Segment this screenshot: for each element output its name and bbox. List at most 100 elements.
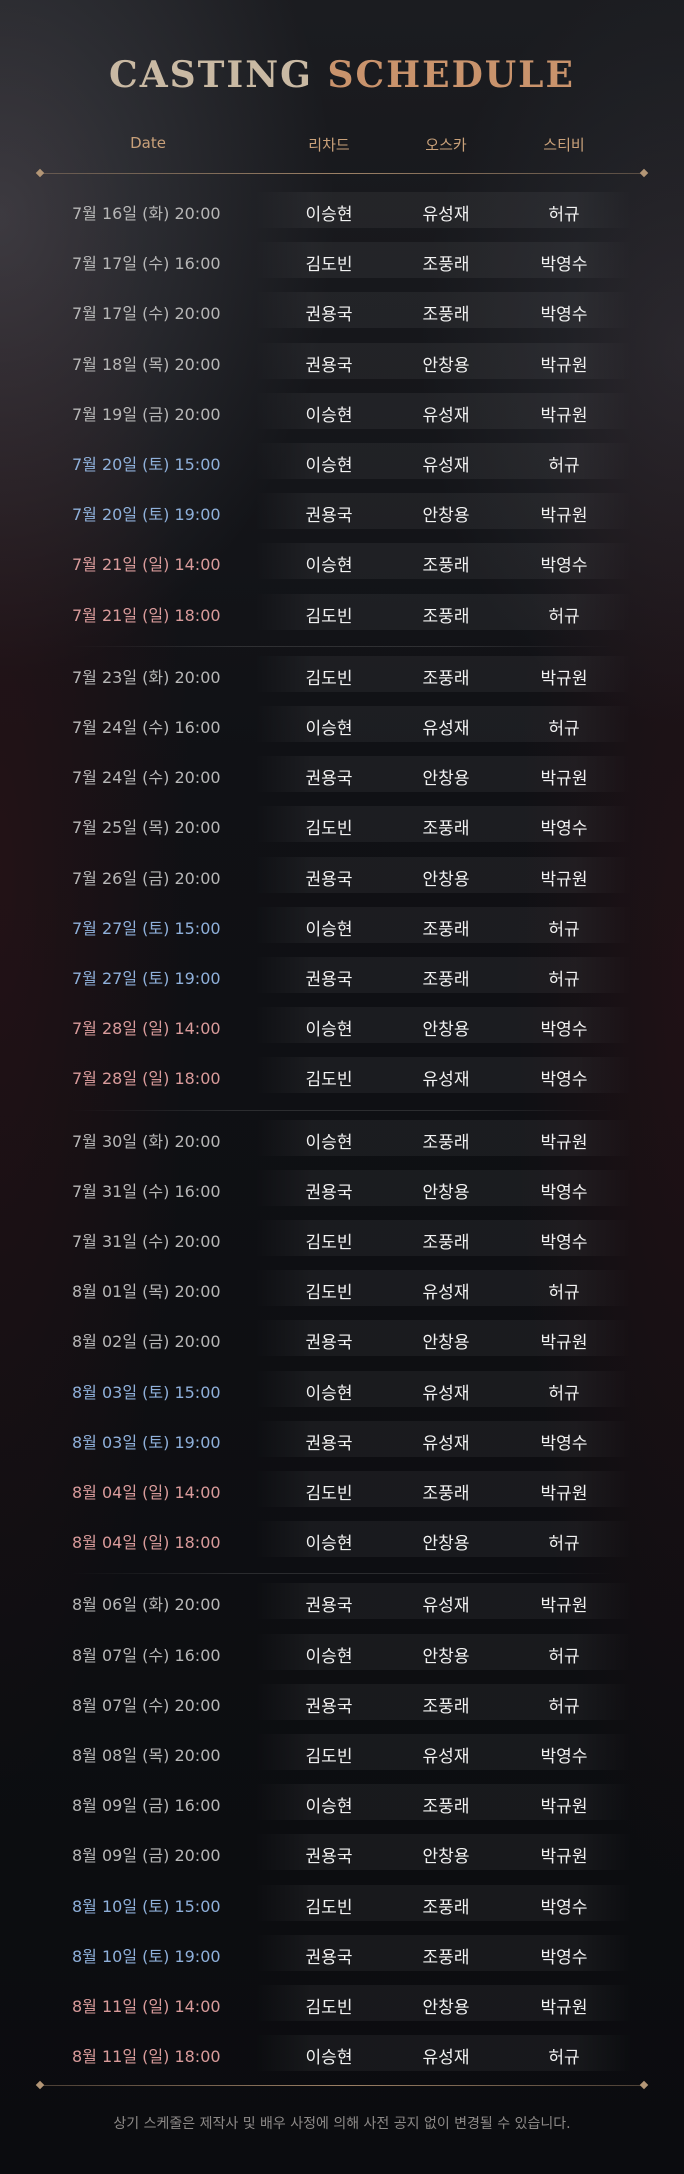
cast-richard: 이승현 xyxy=(305,719,353,739)
schedule-row: 8월 04일 (일) 14:00 김도빈 조풍래 박규원 xyxy=(0,1469,684,1509)
cast-oscar: 안창용 xyxy=(422,1182,470,1203)
cast-stevie: 박영수 xyxy=(540,1070,588,1091)
performance-date: 8월 07일 (수) 20:00 xyxy=(72,1695,221,1715)
cast-oscar: 안창용 xyxy=(422,1020,470,1041)
performance-date: 8월 03일 (토) 19:00 xyxy=(72,1432,221,1452)
cast-oscar: 유성재 xyxy=(422,1596,470,1617)
performance-date: 7월 21일 (일) 18:00 xyxy=(72,605,221,625)
performance-date: 8월 07일 (수) 16:00 xyxy=(72,1645,221,1665)
performance-date: 7월 21일 (일) 14:00 xyxy=(72,555,221,575)
performance-date: 7월 31일 (수) 20:00 xyxy=(72,1232,221,1251)
schedule-row: 7월 18일 (목) 20:00 권용국 안창용 박규원 xyxy=(0,341,684,381)
performance-date: 7월 26일 (금) 20:00 xyxy=(72,868,221,888)
cast-stevie: 허규 xyxy=(548,1534,580,1555)
cast-stevie: 허규 xyxy=(548,719,580,739)
cast-richard: 이승현 xyxy=(305,1797,353,1818)
cast-richard: 이승현 xyxy=(305,405,353,426)
schedule-row: 8월 09일 (금) 20:00 권용국 안창용 박규원 xyxy=(0,1832,684,1872)
schedule-row: 8월 08일 (목) 20:00 김도빈 유성재 박영수 xyxy=(0,1732,684,1772)
cast-richard: 이승현 xyxy=(305,1646,353,1667)
cast-stevie: 허규 xyxy=(548,606,580,627)
cast-richard: 권용국 xyxy=(305,305,353,326)
cast-richard: 권용국 xyxy=(305,1433,353,1454)
cast-oscar: 안창용 xyxy=(422,1998,470,2018)
cast-stevie: 허규 xyxy=(548,456,580,476)
cast-oscar: 조풍래 xyxy=(422,556,470,577)
cast-oscar: 조풍래 xyxy=(422,919,470,940)
schedule-row: 7월 31일 (수) 16:00 권용국 안창용 박영수 xyxy=(0,1168,684,1208)
schedule-row: 7월 31일 (수) 20:00 김도빈 조풍래 박영수 xyxy=(0,1218,684,1258)
cast-stevie: 박영수 xyxy=(540,1747,588,1767)
performance-date: 7월 16일 (화) 20:00 xyxy=(72,204,221,223)
cast-stevie: 박규원 xyxy=(540,1484,588,1504)
cast-stevie: 박규원 xyxy=(540,1132,588,1153)
cast-richard: 이승현 xyxy=(305,919,353,940)
schedule-row: 8월 11일 (일) 14:00 김도빈 안창용 박규원 xyxy=(0,1983,684,2023)
page-title: CASTING SCHEDULE xyxy=(0,54,684,96)
cast-oscar: 조풍래 xyxy=(422,819,470,840)
cast-oscar: 조풍래 xyxy=(422,668,470,689)
cast-stevie: 허규 xyxy=(548,970,580,990)
schedule-row: 8월 09일 (금) 16:00 이승현 조풍래 박규원 xyxy=(0,1782,684,1822)
schedule-row: 8월 02일 (금) 20:00 권용국 안창용 박규원 xyxy=(0,1318,684,1358)
cast-oscar: 조풍래 xyxy=(422,1897,470,1918)
cast-stevie: 박규원 xyxy=(540,1333,588,1354)
performance-date: 7월 28일 (일) 14:00 xyxy=(72,1019,221,1039)
cast-oscar: 유성재 xyxy=(422,1747,470,1767)
cast-oscar: 조풍래 xyxy=(422,1696,470,1717)
cast-stevie: 허규 xyxy=(548,1383,580,1404)
cast-stevie: 박영수 xyxy=(540,255,588,276)
cast-oscar: 유성재 xyxy=(422,405,470,426)
performance-date: 7월 17일 (수) 16:00 xyxy=(72,254,221,274)
performance-date: 7월 19일 (금) 20:00 xyxy=(72,404,221,424)
schedule-row: 8월 10일 (토) 19:00 권용국 조풍래 박영수 xyxy=(0,1933,684,1973)
cast-stevie: 박규원 xyxy=(540,405,588,426)
performance-date: 7월 20일 (토) 19:00 xyxy=(72,505,221,525)
cast-oscar: 유성재 xyxy=(422,719,470,739)
schedule-row: 7월 24일 (수) 20:00 권용국 안창용 박규원 xyxy=(0,754,684,794)
performance-date: 8월 03일 (토) 15:00 xyxy=(72,1382,221,1402)
title-part-1: CASTING xyxy=(109,54,313,96)
performance-date: 7월 31일 (수) 16:00 xyxy=(72,1181,221,1201)
performance-date: 8월 11일 (일) 14:00 xyxy=(72,1997,221,2016)
performance-date: 8월 04일 (일) 14:00 xyxy=(72,1483,221,1502)
performance-date: 8월 09일 (금) 20:00 xyxy=(72,1846,221,1866)
cast-richard: 이승현 xyxy=(305,205,353,225)
footer-divider xyxy=(40,2085,644,2086)
footer-note: 상기 스케줄은 제작사 및 배우 사정에 의해 사전 공지 없이 변경될 수 있… xyxy=(113,2116,571,2132)
schedule-row: 7월 30일 (화) 20:00 이승현 조풍래 박규원 xyxy=(0,1118,684,1158)
header-richard: 리차드 xyxy=(308,136,350,154)
schedule-row: 8월 10일 (토) 15:00 김도빈 조풍래 박영수 xyxy=(0,1883,684,1923)
week-separator xyxy=(70,1109,614,1111)
cast-richard: 김도빈 xyxy=(305,1233,353,1253)
cast-stevie: 허규 xyxy=(548,1696,580,1717)
cast-richard: 김도빈 xyxy=(305,1998,353,2018)
schedule-row: 7월 28일 (일) 14:00 이승현 안창용 박영수 xyxy=(0,1005,684,1045)
cast-richard: 권용국 xyxy=(305,506,353,527)
cast-richard: 김도빈 xyxy=(305,1897,353,1918)
cast-oscar: 유성재 xyxy=(422,1383,470,1404)
header-date: Date xyxy=(130,134,166,152)
cast-richard: 김도빈 xyxy=(305,1484,353,1504)
performance-date: 8월 09일 (금) 16:00 xyxy=(72,1796,221,1816)
cast-oscar: 유성재 xyxy=(422,1433,470,1454)
cast-oscar: 조풍래 xyxy=(422,1797,470,1818)
cast-stevie: 박규원 xyxy=(540,869,588,890)
cast-richard: 김도빈 xyxy=(305,1747,353,1767)
cast-oscar: 안창용 xyxy=(422,506,470,527)
cast-stevie: 박영수 xyxy=(540,1233,588,1253)
cast-stevie: 허규 xyxy=(548,919,580,940)
performance-date: 7월 27일 (토) 19:00 xyxy=(72,969,221,988)
cast-stevie: 박영수 xyxy=(540,1020,588,1041)
schedule-row: 8월 03일 (토) 19:00 권용국 유성재 박영수 xyxy=(0,1419,684,1459)
performance-date: 8월 10일 (토) 19:00 xyxy=(72,1946,221,1966)
schedule-row: 7월 24일 (수) 16:00 이승현 유성재 허규 xyxy=(0,704,684,744)
performance-date: 8월 02일 (금) 20:00 xyxy=(72,1332,221,1352)
cast-richard: 권용국 xyxy=(305,970,353,990)
cast-richard: 이승현 xyxy=(305,1383,353,1404)
cast-oscar: 조풍래 xyxy=(422,1947,470,1968)
schedule-row: 8월 04일 (일) 18:00 이승현 안창용 허규 xyxy=(0,1519,684,1559)
cast-stevie: 박규원 xyxy=(540,1998,588,2018)
schedule-row: 8월 06일 (화) 20:00 권용국 유성재 박규원 xyxy=(0,1581,684,1621)
